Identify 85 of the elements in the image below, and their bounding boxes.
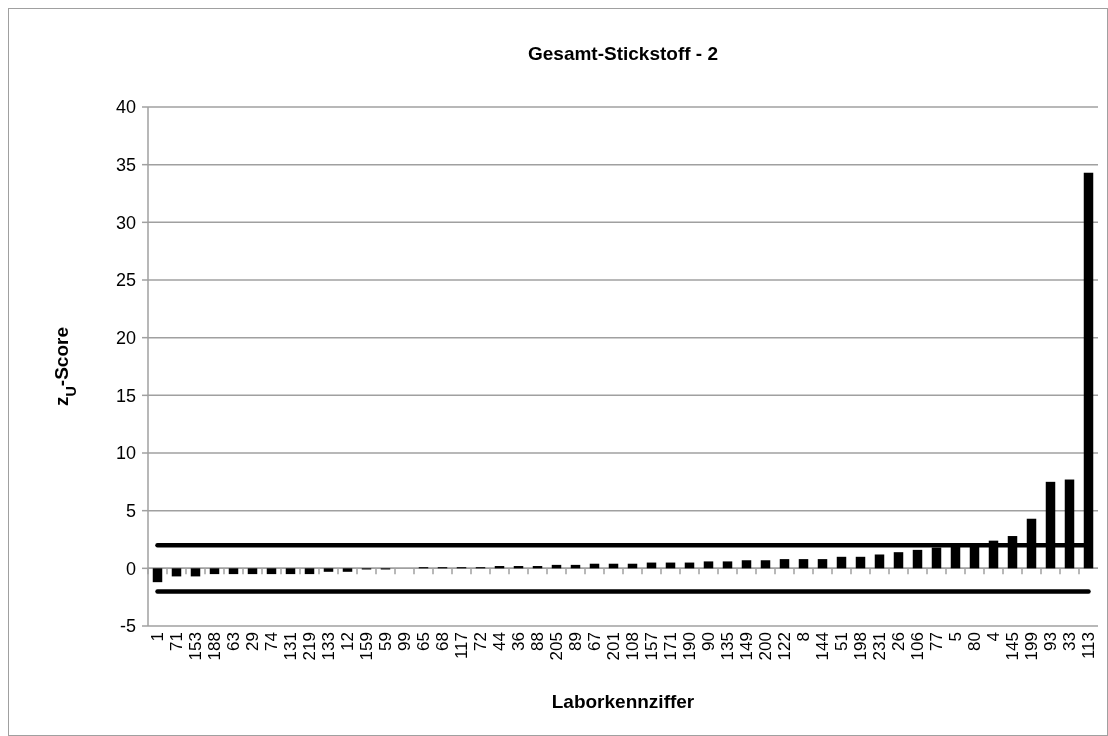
bar — [342, 568, 353, 572]
x-tick-label: 144 — [813, 632, 833, 661]
y-tick-label: 10 — [115, 443, 136, 464]
x-tick-label: 201 — [604, 632, 624, 661]
x-tick-label: 74 — [262, 632, 282, 651]
bar — [266, 568, 277, 575]
x-tick-label: 99 — [395, 632, 415, 651]
x-tick-label: 63 — [224, 632, 244, 651]
x-tick-label: 77 — [927, 632, 947, 651]
x-tick-label: 159 — [357, 632, 377, 661]
y-tick-label: 25 — [115, 270, 136, 291]
x-tick-label: 71 — [167, 632, 187, 651]
bar — [874, 554, 885, 569]
x-tick-label: 231 — [870, 632, 890, 661]
x-tick-label: 145 — [1003, 632, 1023, 661]
x-tick-label: 117 — [452, 632, 472, 660]
x-tick-label: 89 — [566, 632, 586, 651]
x-axis-title: Laborkennziffer — [551, 691, 695, 712]
x-tick-label: 113 — [1079, 632, 1099, 660]
bar — [323, 568, 334, 572]
y-tick-label: 15 — [115, 385, 136, 406]
bar — [247, 568, 258, 575]
bar — [209, 568, 220, 575]
bar — [304, 568, 315, 575]
x-tick-label: 149 — [737, 632, 757, 661]
y-tick-label: 20 — [115, 327, 136, 348]
x-tick-label: 198 — [851, 632, 871, 661]
x-tick-label: 80 — [965, 632, 985, 651]
x-tick-label: 188 — [205, 632, 225, 661]
bar — [912, 549, 923, 569]
y-tick-label: 30 — [115, 212, 136, 233]
x-tick-label: 219 — [300, 632, 320, 661]
x-tick-label: 1 — [148, 632, 168, 642]
bar — [817, 559, 828, 569]
bar — [760, 560, 771, 569]
x-tick-label: 205 — [547, 632, 567, 661]
x-tick-label: 157 — [642, 632, 662, 661]
x-tick-label: 67 — [585, 632, 605, 651]
x-tick-label: 65 — [414, 632, 434, 651]
bar — [152, 568, 163, 583]
x-tick-label: 122 — [775, 632, 795, 661]
x-tick-label: 93 — [1041, 632, 1061, 651]
x-tick-label: 88 — [528, 632, 548, 651]
x-tick-label: 131 — [281, 632, 301, 661]
x-tick-label: 90 — [699, 632, 719, 651]
x-tick-label: 108 — [623, 632, 643, 661]
x-tick-label: 4 — [984, 632, 1004, 642]
x-tick-label: 36 — [509, 632, 529, 651]
y-tick-label: -5 — [119, 616, 136, 637]
bar — [722, 561, 733, 569]
x-tick-label: 12 — [338, 632, 358, 651]
x-tick-label: 26 — [889, 632, 909, 651]
x-tick-label: 199 — [1022, 632, 1042, 661]
bar — [285, 568, 296, 575]
bar — [836, 556, 847, 569]
x-tick-label: 59 — [376, 632, 396, 651]
x-tick-label: 190 — [680, 632, 700, 661]
bar — [893, 552, 904, 569]
bar — [703, 561, 714, 569]
chart-title: Gesamt-Stickstoff - 2 — [527, 43, 719, 64]
bar — [741, 560, 752, 569]
y-tick-label: 5 — [125, 500, 136, 521]
x-tick-label: 72 — [471, 632, 491, 651]
x-tick-label: 68 — [433, 632, 453, 651]
bar — [190, 568, 201, 577]
bar — [798, 559, 809, 569]
x-tick-label: 8 — [794, 632, 814, 642]
y-tick-label: 40 — [115, 97, 136, 118]
x-tick-label: 29 — [243, 632, 263, 651]
bar — [779, 559, 790, 569]
bar — [171, 568, 182, 577]
x-tick-label: 135 — [718, 632, 738, 661]
x-tick-label: 106 — [908, 632, 928, 661]
y-tick-label: 35 — [115, 154, 136, 175]
bar — [855, 556, 866, 569]
y-tick-label: 0 — [125, 558, 136, 579]
x-tick-label: 5 — [946, 632, 966, 642]
x-tick-label: 171 — [661, 632, 681, 661]
x-tick-label: 51 — [832, 632, 852, 651]
x-tick-label: 153 — [186, 632, 206, 661]
x-tick-label: 200 — [756, 632, 776, 661]
x-tick-label: 44 — [490, 632, 510, 651]
x-tick-label: 33 — [1060, 632, 1080, 651]
x-tick-label: 133 — [319, 632, 339, 661]
bar — [228, 568, 239, 575]
